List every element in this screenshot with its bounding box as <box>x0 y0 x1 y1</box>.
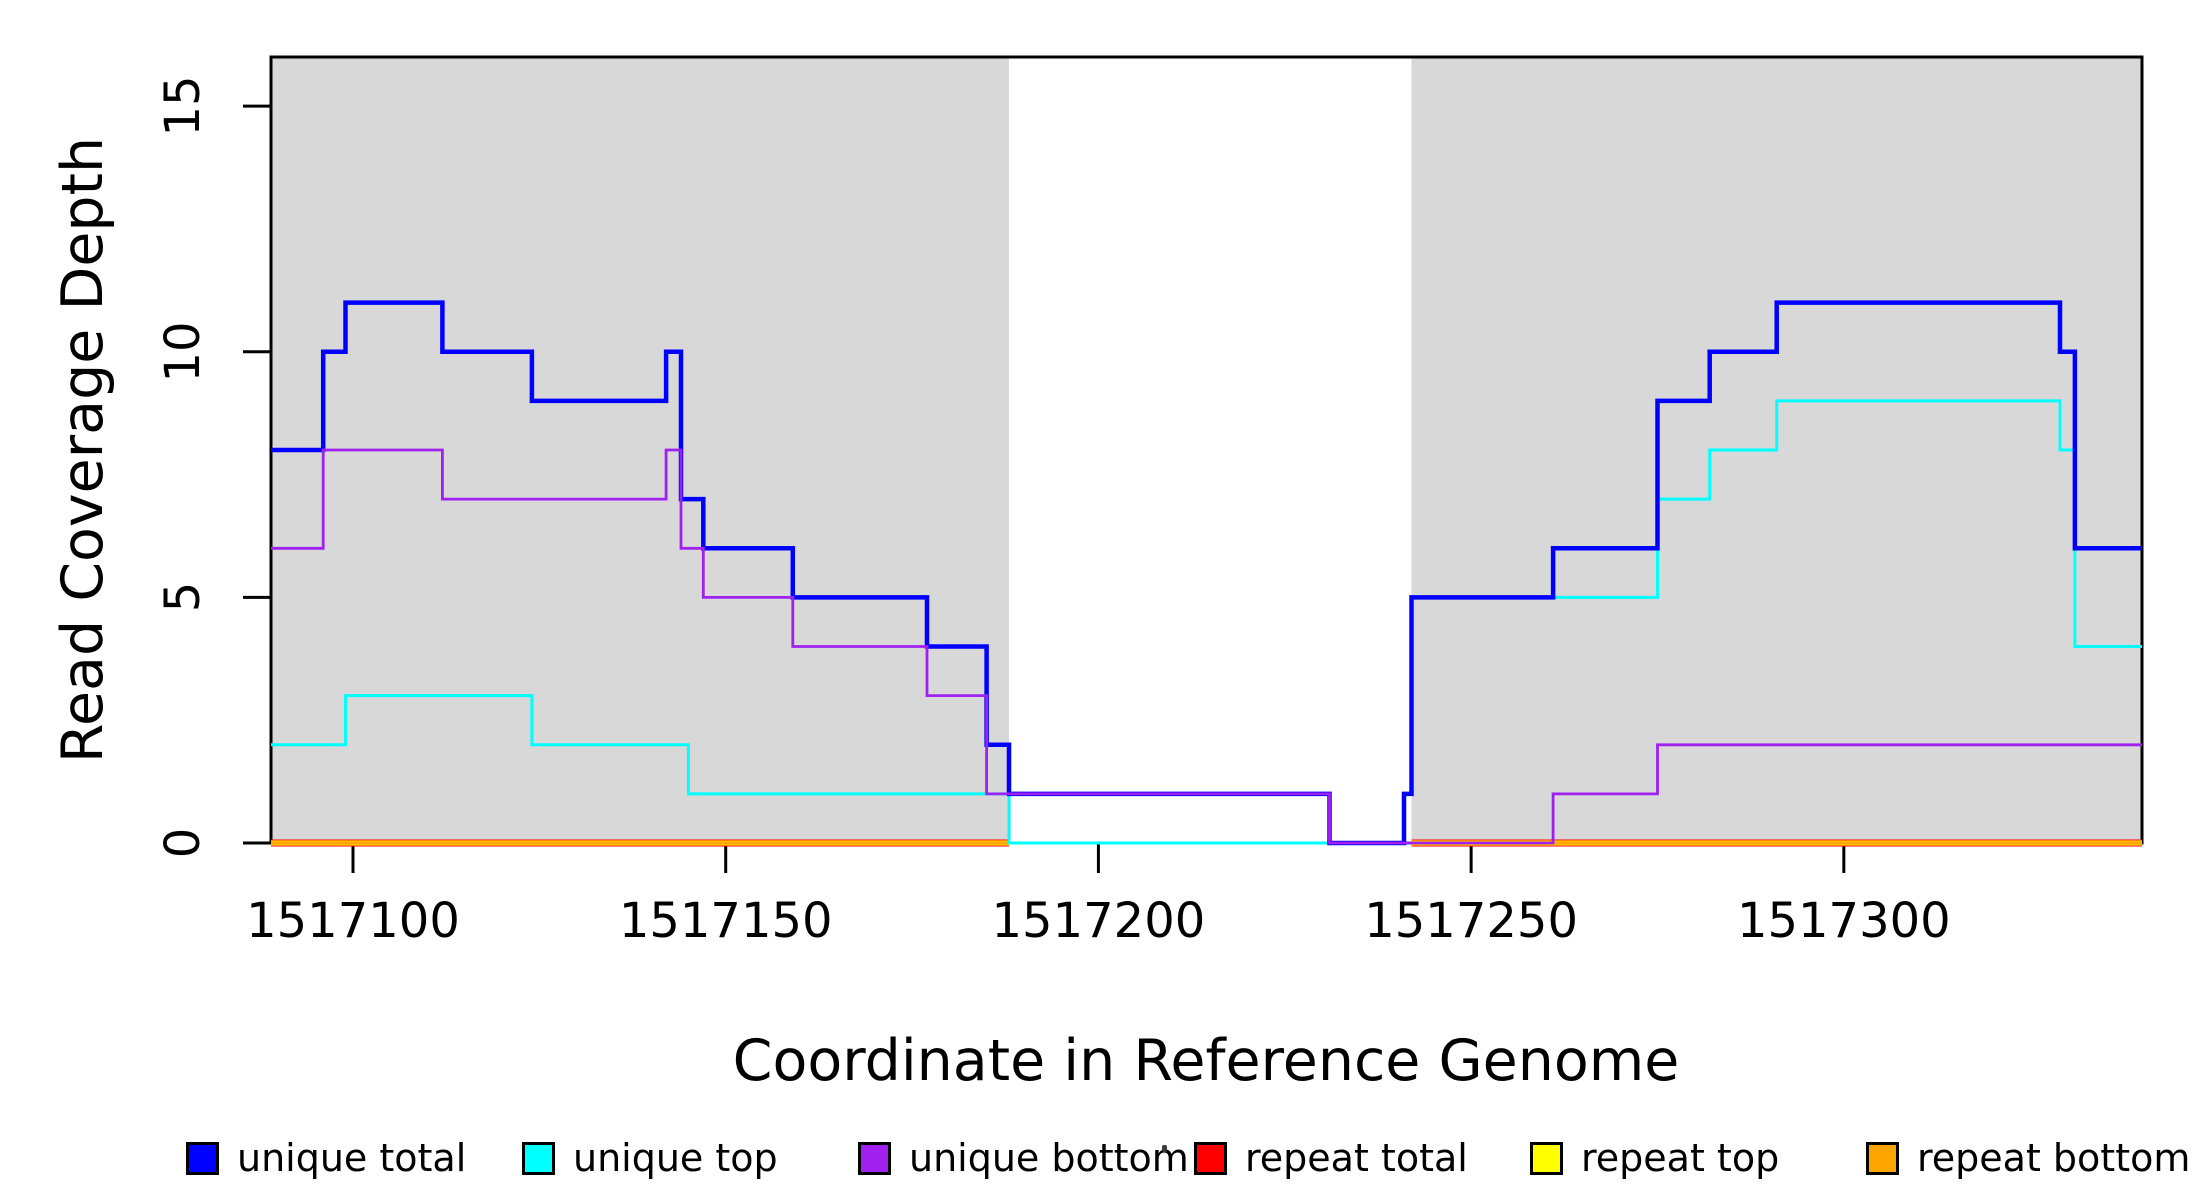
stray-mark <box>1162 1145 1167 1152</box>
x-tick-label: 1517150 <box>618 893 833 949</box>
legend-item-unique-top: unique top <box>522 1136 778 1180</box>
y-tick-label: 10 <box>155 321 211 383</box>
legend-item-unique-bottom: unique bottom <box>858 1136 1189 1180</box>
legend-label: repeat bottom <box>1917 1136 2191 1180</box>
legend-swatch-icon <box>1194 1141 1227 1175</box>
legend-swatch-icon <box>1866 1141 1899 1175</box>
y-tick-label: 5 <box>155 582 211 613</box>
y-axis-title: Read Coverage Depth <box>50 136 116 764</box>
x-tick-label: 1517100 <box>246 893 460 949</box>
series-line-unique-total <box>271 300 2142 846</box>
x-tick-label: 1517200 <box>991 893 1206 949</box>
legend-swatch-icon <box>522 1141 555 1175</box>
legend-item-unique-total: unique total <box>186 1136 466 1180</box>
y-tick-label: 0 <box>155 827 211 859</box>
legend-label: unique total <box>237 1136 467 1180</box>
legend-item-repeat-bottom: repeat bottom <box>1866 1136 2190 1180</box>
legend-item-repeat-total: repeat total <box>1194 1136 1468 1180</box>
x-tick-label: 1517300 <box>1736 893 1951 949</box>
legend-swatch-icon <box>1530 1141 1563 1175</box>
legend-label: repeat total <box>1245 1136 1468 1180</box>
legend-label: unique bottom <box>909 1136 1189 1180</box>
x-axis-title: Coordinate in Reference Genome <box>732 1028 1680 1094</box>
legend-swatch-icon <box>186 1141 219 1175</box>
y-tick-label: 15 <box>155 75 211 137</box>
legend-label: repeat top <box>1581 1136 1780 1180</box>
legend-item-repeat-top: repeat top <box>1530 1136 1779 1180</box>
x-tick-label: 1517250 <box>1364 893 1578 949</box>
series-line-unique-bottom <box>271 448 2142 845</box>
legend-label: unique top <box>573 1136 778 1180</box>
legend-swatch-icon <box>858 1141 891 1175</box>
